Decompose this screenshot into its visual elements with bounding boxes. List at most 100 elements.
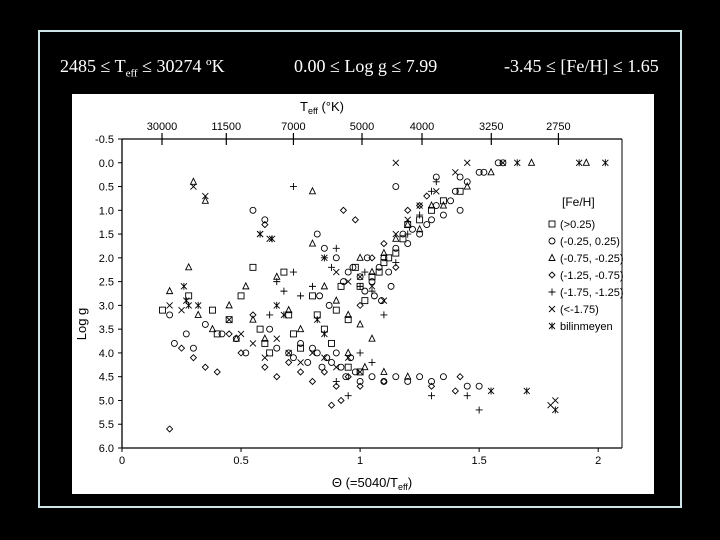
data-point	[332, 363, 340, 371]
legend-entry-label: (-1.25, -0.75)	[560, 270, 624, 282]
data-point	[261, 339, 269, 347]
data-point	[225, 316, 233, 323]
x-tick-label: 1	[357, 455, 363, 467]
plot-area: Teff (°K) Log g Θ (=5040/Teff) 0 0.5 1 1.5 2…	[72, 94, 654, 494]
data-point	[344, 392, 352, 400]
data-point	[375, 268, 383, 276]
data-point	[318, 363, 326, 371]
data-point	[523, 387, 531, 395]
data-point	[356, 319, 364, 328]
data-point	[297, 359, 304, 366]
data-point	[370, 292, 378, 300]
data-point	[332, 306, 340, 314]
data-point	[351, 263, 359, 271]
data-point	[392, 230, 400, 238]
data-point	[218, 330, 226, 338]
feh-range-header: -3.45 ≤ [Fe/H] ≤ 1.65	[504, 56, 659, 76]
y-tick-label: 4.0	[99, 348, 114, 360]
data-point	[289, 268, 297, 276]
data-point	[392, 244, 400, 252]
data-point	[309, 292, 316, 300]
y-tick-label: 5.5	[99, 419, 114, 431]
data-point	[463, 178, 471, 186]
data-point	[349, 263, 357, 271]
data-point	[602, 159, 609, 167]
x-tick-label: 1.5	[471, 455, 486, 467]
data-point	[213, 330, 221, 338]
data-point	[194, 301, 202, 309]
data-point	[177, 344, 186, 352]
top-tick-label: 11500	[211, 121, 241, 133]
data-point	[249, 263, 257, 271]
data-point	[356, 282, 364, 290]
data-point	[375, 263, 383, 271]
data-point	[166, 302, 173, 309]
data-point	[208, 324, 217, 333]
data-point	[392, 263, 400, 271]
legend-marker	[548, 237, 556, 245]
data-point	[261, 216, 269, 224]
data-point	[201, 363, 209, 371]
data-point	[237, 349, 245, 357]
data-point	[575, 159, 583, 167]
x-axis-label: Θ (=5040/Teff)	[332, 475, 412, 492]
series-0	[159, 187, 464, 376]
data-point	[332, 296, 341, 304]
data-point	[392, 259, 400, 267]
data-point	[487, 387, 495, 395]
data-point	[344, 348, 352, 356]
data-point	[261, 334, 269, 342]
data-point	[308, 377, 317, 386]
legend-marker	[548, 305, 556, 313]
data-point	[273, 373, 281, 381]
y-axis-label: Log g	[74, 308, 89, 341]
teff-range-rel2: ≤	[142, 56, 152, 76]
data-point	[432, 178, 440, 186]
x-tick-label: 0	[119, 455, 125, 467]
data-point	[285, 358, 293, 367]
series-2	[165, 158, 591, 380]
data-point	[189, 354, 198, 362]
data-point	[392, 159, 400, 167]
data-point	[313, 230, 321, 238]
data-point	[385, 268, 393, 276]
data-point	[273, 335, 281, 342]
data-point	[380, 254, 388, 262]
data-point	[404, 240, 412, 248]
data-point	[313, 349, 321, 357]
x-axis-label-sub: eff	[398, 482, 408, 492]
y-tick-label: 1.5	[99, 229, 114, 241]
data-point	[452, 168, 459, 176]
data-point	[213, 368, 221, 376]
data-point	[380, 377, 388, 386]
data-point	[344, 310, 352, 318]
data-point	[494, 159, 502, 167]
top-axis-label-sub: eff	[308, 106, 318, 116]
data-point	[328, 339, 335, 347]
data-point	[273, 301, 281, 309]
data-point	[249, 340, 257, 347]
legend-marker	[548, 322, 556, 330]
data-point	[356, 273, 364, 281]
data-point	[225, 300, 233, 309]
data-point	[361, 362, 369, 371]
legend-entry-label: (-0.25, 0.25)	[560, 236, 620, 248]
top-axis-label-end: (°K)	[318, 99, 344, 114]
data-point	[209, 306, 216, 314]
top-tick-label: 4000	[410, 121, 434, 133]
data-point	[356, 368, 364, 376]
data-point	[344, 373, 352, 381]
axes-group: 0 0.5 1 1.5 2 -0.5 0.0 0.5 1.0 1.5 2.0 2.5 3.0 3.5 4.0…	[95, 121, 623, 467]
data-point	[368, 273, 376, 281]
y-tick-label: 5.0	[99, 395, 114, 407]
teff-range-var-sub: eff	[125, 67, 138, 80]
data-point	[165, 425, 174, 433]
data-point	[327, 401, 336, 409]
scatter-chart: Teff (°K) Log g Θ (=5040/Teff) 0 0.5 1 1.5 2…	[74, 99, 624, 492]
series-1	[166, 159, 507, 390]
data-point	[439, 201, 448, 209]
data-point	[339, 206, 348, 214]
legend-marker	[548, 220, 556, 228]
data-point	[456, 373, 464, 381]
data-point	[332, 377, 340, 385]
